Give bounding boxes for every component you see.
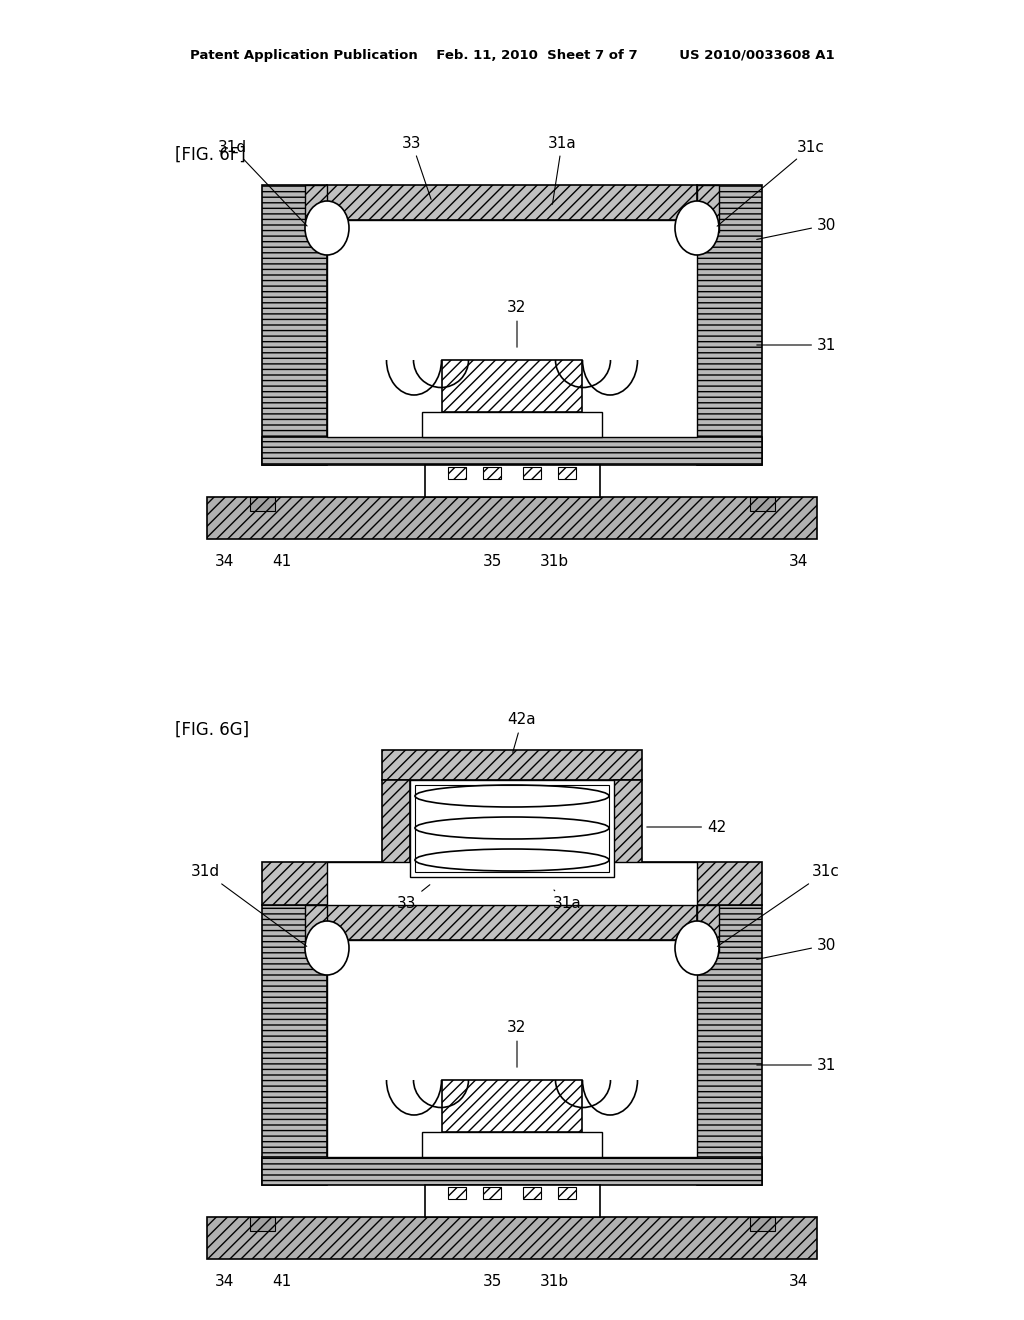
Ellipse shape bbox=[415, 785, 609, 807]
Text: 33: 33 bbox=[397, 884, 430, 911]
Text: 31b: 31b bbox=[540, 553, 568, 569]
Ellipse shape bbox=[415, 849, 609, 871]
Text: 31d: 31d bbox=[190, 865, 307, 946]
Text: 34: 34 bbox=[790, 1274, 809, 1288]
Text: 31c: 31c bbox=[717, 140, 825, 226]
Text: [FIG. 6G]: [FIG. 6G] bbox=[175, 721, 249, 739]
Bar bbox=[750, 1217, 775, 1232]
Ellipse shape bbox=[305, 921, 349, 975]
Text: 34: 34 bbox=[215, 1274, 234, 1288]
Bar bbox=[697, 906, 719, 952]
Text: [FIG. 6F]: [FIG. 6F] bbox=[175, 147, 246, 164]
Bar bbox=[327, 940, 697, 1158]
Ellipse shape bbox=[415, 817, 609, 840]
Bar bbox=[523, 467, 541, 479]
Text: 31: 31 bbox=[757, 1057, 837, 1072]
Bar bbox=[207, 498, 817, 539]
Bar bbox=[327, 220, 697, 437]
Bar bbox=[262, 185, 327, 465]
Bar bbox=[483, 1187, 501, 1199]
Text: 34: 34 bbox=[215, 553, 234, 569]
Bar bbox=[442, 1080, 582, 1133]
Bar bbox=[410, 780, 614, 876]
Bar bbox=[327, 185, 697, 220]
Bar bbox=[750, 498, 775, 511]
Bar bbox=[207, 1217, 817, 1259]
Bar bbox=[262, 906, 327, 1185]
Bar bbox=[327, 906, 697, 940]
Bar bbox=[422, 412, 602, 437]
Text: 41: 41 bbox=[272, 553, 292, 569]
Text: 35: 35 bbox=[482, 553, 502, 569]
Bar bbox=[382, 780, 410, 876]
Text: Patent Application Publication    Feb. 11, 2010  Sheet 7 of 7         US 2010/00: Patent Application Publication Feb. 11, … bbox=[189, 49, 835, 62]
Bar bbox=[415, 785, 609, 873]
Text: 42: 42 bbox=[647, 820, 726, 834]
Bar bbox=[449, 467, 466, 479]
Bar bbox=[425, 1185, 600, 1217]
Text: 31a: 31a bbox=[553, 890, 582, 911]
Text: 31d: 31d bbox=[217, 140, 307, 226]
Ellipse shape bbox=[675, 921, 719, 975]
Text: 32: 32 bbox=[507, 301, 526, 347]
Bar bbox=[382, 876, 642, 906]
Bar bbox=[262, 1158, 762, 1185]
Bar bbox=[250, 1217, 275, 1232]
Text: 31c: 31c bbox=[717, 865, 840, 946]
Bar bbox=[483, 467, 501, 479]
Text: 30: 30 bbox=[757, 937, 837, 960]
Text: 30: 30 bbox=[757, 218, 837, 239]
Bar bbox=[697, 906, 762, 1185]
Bar bbox=[305, 906, 327, 952]
Text: 33: 33 bbox=[402, 136, 431, 199]
Text: 42a: 42a bbox=[508, 713, 537, 752]
Text: 32: 32 bbox=[507, 1020, 526, 1067]
Text: 34: 34 bbox=[790, 553, 809, 569]
Bar bbox=[305, 185, 327, 232]
Bar bbox=[697, 185, 762, 465]
Ellipse shape bbox=[305, 201, 349, 255]
Bar bbox=[558, 467, 575, 479]
Bar bbox=[382, 750, 642, 780]
Text: 31a: 31a bbox=[548, 136, 577, 205]
Bar bbox=[425, 465, 600, 498]
Text: 41: 41 bbox=[272, 1274, 292, 1288]
Text: 35: 35 bbox=[482, 1274, 502, 1288]
Bar bbox=[262, 437, 762, 465]
Bar bbox=[422, 1133, 602, 1158]
Bar bbox=[449, 1187, 466, 1199]
Bar bbox=[697, 185, 719, 232]
Bar bbox=[250, 498, 275, 511]
Ellipse shape bbox=[675, 201, 719, 255]
Bar bbox=[327, 862, 697, 906]
Bar bbox=[558, 1187, 575, 1199]
Bar bbox=[614, 780, 642, 876]
Bar bbox=[442, 360, 582, 412]
Text: 31: 31 bbox=[757, 338, 837, 352]
Bar bbox=[523, 1187, 541, 1199]
Text: 31b: 31b bbox=[540, 1274, 568, 1288]
Bar bbox=[262, 862, 762, 906]
